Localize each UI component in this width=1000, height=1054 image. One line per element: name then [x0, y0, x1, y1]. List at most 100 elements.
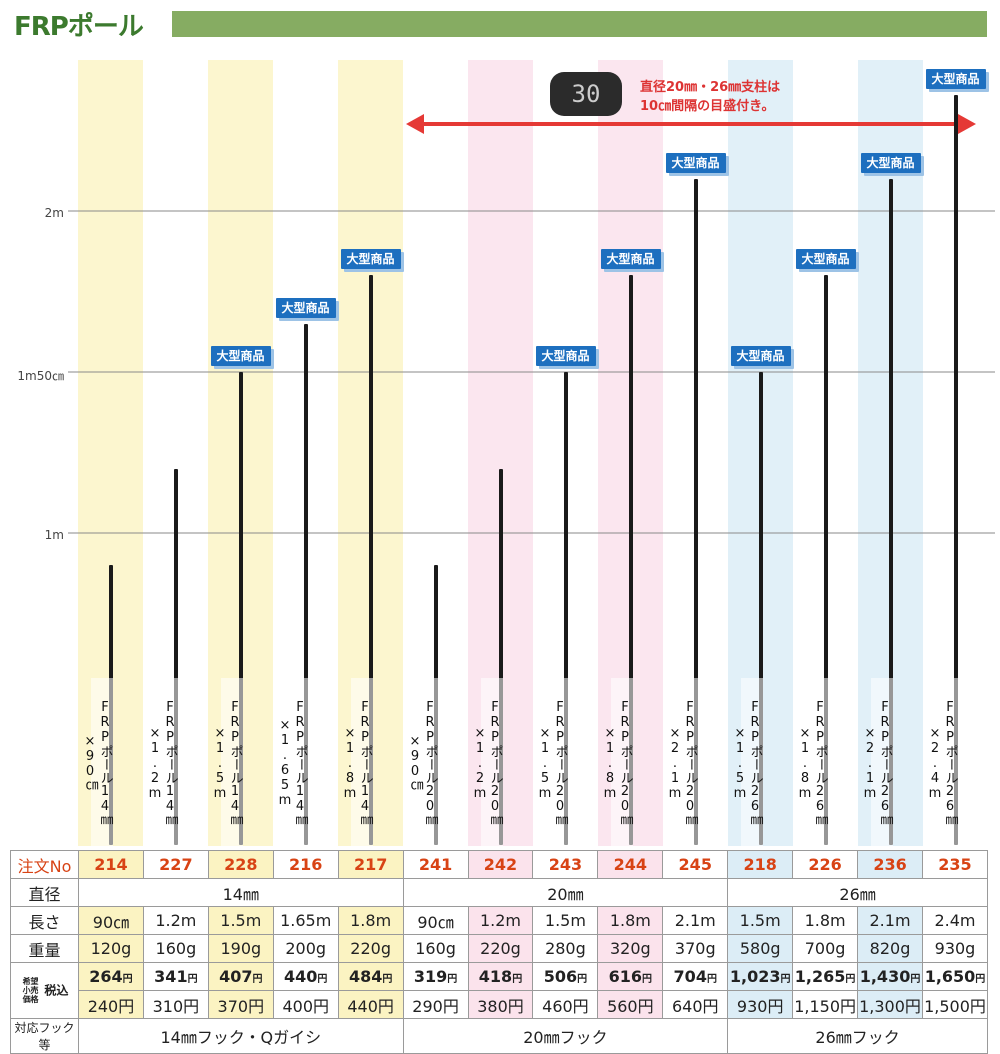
hook-14: 14㎜フック・Qガイシ — [78, 1018, 404, 1054]
row-hook: 対応フック等 14㎜フック・Qガイシ 20㎜フック 26㎜フック — [10, 1018, 988, 1054]
annotation-line-2: 10㎝間隔の目盛付き。 — [640, 99, 775, 114]
pole-218 — [758, 372, 763, 845]
scale-label-1m: 1m — [44, 528, 64, 542]
row-length-cell: 90㎝ — [402, 906, 469, 935]
diameter-20: 20㎜ — [402, 878, 729, 907]
row-taxex-cell: 460円 — [532, 990, 599, 1019]
row-order-cell: 227 — [142, 850, 209, 879]
row-length-cell: 1.65m — [272, 906, 339, 935]
pole-label: FRPポール20㎜×90㎝ — [408, 678, 438, 848]
row-order-cell: 236 — [857, 850, 923, 879]
pole-label: FRPポール14㎜×1.5m — [213, 678, 243, 848]
diameter-14: 14㎜ — [78, 878, 404, 907]
pole-227 — [173, 468, 178, 845]
row-order-cell: 217 — [337, 850, 404, 879]
row-weight-cell: 930g — [921, 934, 989, 963]
hook-20: 20㎜フック — [402, 1018, 729, 1054]
row-taxin-cell: 440円 — [272, 962, 339, 991]
pole-243 — [563, 372, 568, 845]
row-weight-cell: 120g — [78, 934, 144, 963]
range-arrow — [406, 114, 976, 134]
diameter-header: 直径 — [10, 878, 79, 907]
price-header-label: 希望小売価格 — [22, 977, 39, 1004]
pole-label: FRPポール14㎜×90㎝ — [83, 678, 113, 848]
row-length-cell: 1.2m — [142, 906, 209, 935]
row-weight-cell: 700g — [792, 934, 859, 963]
scale-label-2m: 2m — [44, 206, 64, 220]
row-weight-cell: 200g — [272, 934, 339, 963]
large-item-badge: 大型商品 — [795, 249, 856, 270]
row-weight-cell: 220g — [337, 934, 404, 963]
page-title: FRPポール — [14, 12, 144, 42]
pole-216 — [303, 323, 308, 845]
tax-in-label: 税込 — [44, 983, 69, 998]
scale-label-1m50: 1m50㎝ — [17, 369, 64, 383]
large-item-badge: 大型商品 — [600, 249, 661, 270]
row-length-cell: 1.5m — [532, 906, 599, 935]
pole-217 — [368, 275, 373, 845]
row-order-cell: 235 — [921, 850, 989, 879]
hook-26: 26㎜フック — [727, 1018, 988, 1054]
row-order-cell: 245 — [662, 850, 729, 879]
row-length-cell: 1.8m — [597, 906, 664, 935]
length-header: 長さ — [10, 906, 79, 935]
row-length-cell: 1.5m — [207, 906, 274, 935]
row-weight: 重量 120g 160g 190g 200g 220g 160g 220g 280g 320g 3… — [10, 934, 989, 963]
row-taxex-cell: 240円 — [78, 990, 144, 1019]
row-taxin-cell: 341円 — [142, 962, 209, 991]
row-taxin-cell: 1,265円 — [792, 962, 859, 991]
row-length-cell: 2.1m — [662, 906, 729, 935]
large-item-badge: 大型商品 — [535, 346, 596, 366]
row-taxex-cell: 290円 — [402, 990, 469, 1019]
large-item-badge: 大型商品 — [925, 69, 986, 89]
pole-242 — [498, 468, 503, 845]
row-length-cell: 1.2m — [467, 906, 534, 935]
row-taxex-cell: 560円 — [597, 990, 664, 1019]
row-weight-cell: 220g — [467, 934, 534, 963]
row-taxin-cell: 319円 — [402, 962, 469, 991]
large-item-badge: 大型商品 — [730, 346, 791, 366]
row-weight-cell: 280g — [532, 934, 599, 963]
row-length: 長さ 90㎝ 1.2m 1.5m 1.65m 1.8m 90㎝ 1.2m 1.5m 1.8m 2.… — [10, 906, 989, 935]
row-taxex-cell: 930円 — [727, 990, 794, 1019]
diameter-26: 26㎜ — [727, 878, 988, 907]
large-item-badge: 大型商品 — [210, 346, 271, 366]
row-taxin-cell: 1,650円 — [921, 962, 989, 991]
row-weight-cell: 320g — [597, 934, 664, 963]
annotation-line-1: 直径20㎜・26㎜支柱は — [640, 80, 781, 95]
row-weight-cell: 580g — [727, 934, 794, 963]
row-taxin-cell: 704円 — [662, 962, 729, 991]
row-taxex-cell: 640円 — [662, 990, 729, 1019]
row-taxex-cell: 1,150円 — [792, 990, 859, 1019]
large-item-badge: 大型商品 — [665, 152, 726, 173]
scale-annotation: 直径20㎜・26㎜支柱は 10㎝間隔の目盛付き。 — [640, 78, 780, 116]
title-bar — [172, 11, 987, 37]
row-taxex-cell: 440円 — [337, 990, 404, 1019]
pole-226 — [823, 275, 828, 845]
row-length-cell: 1.5m — [727, 906, 794, 935]
row-order-cell: 226 — [792, 850, 859, 879]
weight-header: 重量 — [10, 934, 79, 963]
pole-label: FRPポール26㎜×2.4m — [928, 678, 958, 848]
pole-label: FRPポール14㎜×1.2m — [148, 678, 178, 848]
row-length-cell: 1.8m — [337, 906, 404, 935]
pole-label: FRPポール20㎜×2.1m — [668, 678, 698, 848]
hook-header: 対応フック等 — [10, 1018, 79, 1054]
row-weight-cell: 160g — [142, 934, 209, 963]
pole-label: FRPポール20㎜×1.5m — [538, 678, 568, 848]
row-order-cell: 244 — [597, 850, 664, 879]
pole-244 — [628, 275, 633, 845]
row-order-cell: 218 — [727, 850, 794, 879]
large-item-badge: 大型商品 — [275, 297, 336, 318]
row-weight-cell: 370g — [662, 934, 729, 963]
pole-label: FRPポール14㎜×1.65m — [278, 678, 308, 848]
pole-label: FRPポール26㎜×1.8m — [798, 678, 828, 848]
row-length-cell: 2.4m — [921, 906, 989, 935]
pole-label: FRPポール26㎜×1.5m — [733, 678, 763, 848]
scale-marking-closeup: 30 — [550, 72, 622, 116]
row-taxex-cell: 1,300円 — [857, 990, 923, 1019]
row-weight-cell: 820g — [857, 934, 923, 963]
row-order-cell: 241 — [402, 850, 469, 879]
row-order-cell: 228 — [207, 850, 274, 879]
